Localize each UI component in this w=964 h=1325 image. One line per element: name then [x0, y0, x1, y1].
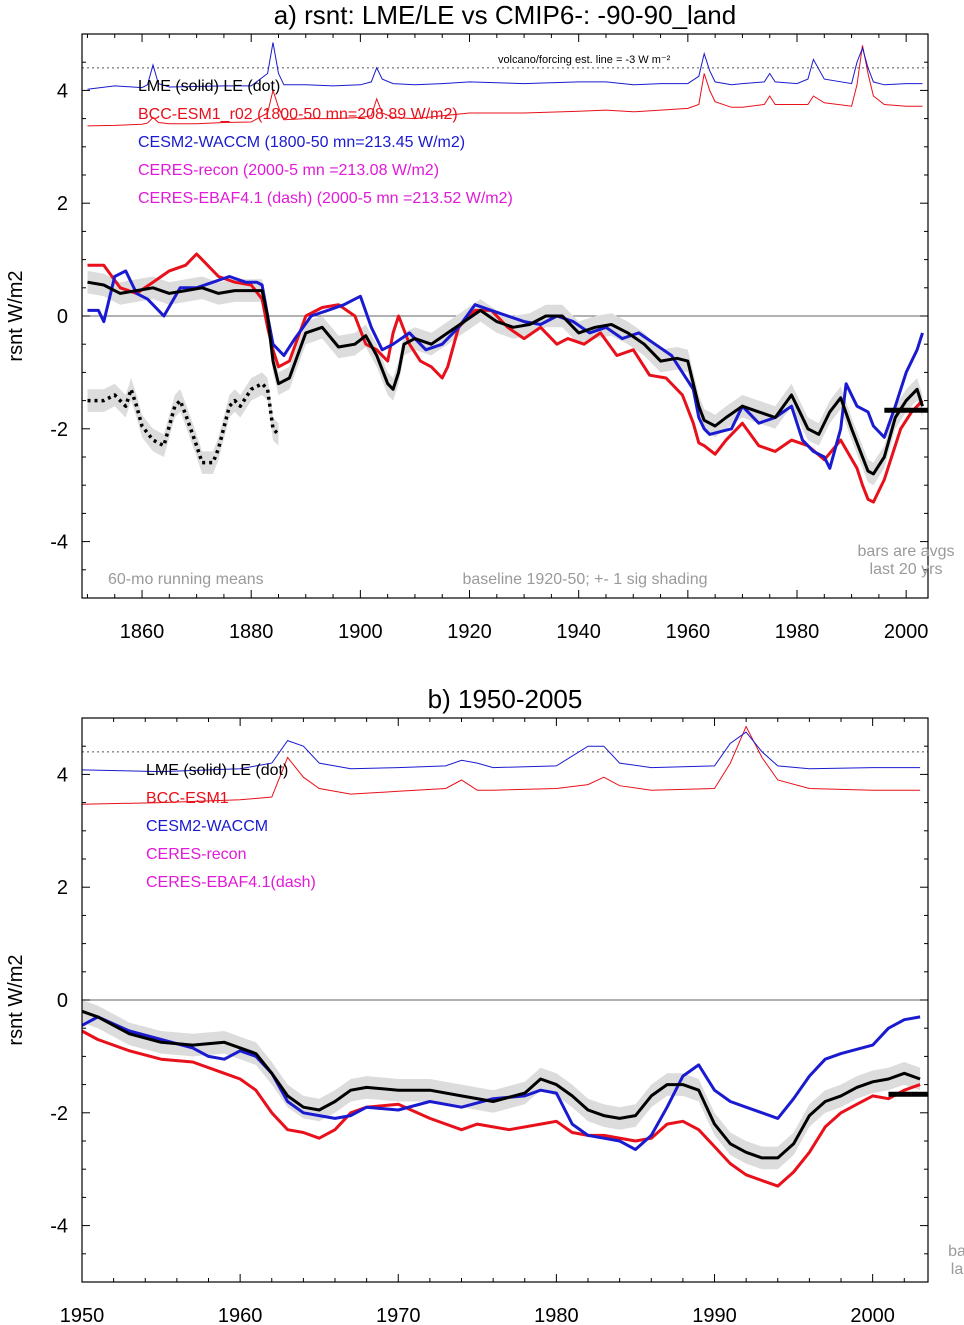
legend-entry: CERES-recon	[146, 846, 246, 863]
series-line-lme	[87, 280, 924, 476]
y-tick-label: 0	[57, 990, 68, 1012]
series-line-lme	[81, 1009, 921, 1160]
legend-entry: CERES-EBAF4.1(dash)	[146, 874, 316, 891]
legend-entry: CESM2-WACCM	[146, 818, 268, 835]
legend-entry: LME (solid) LE (dot)	[146, 762, 288, 779]
legend-entry: BCC-ESM1	[146, 790, 229, 807]
series-line-le	[87, 381, 280, 465]
x-tick-label: 1900	[338, 621, 383, 643]
x-tick-label: 1880	[229, 621, 274, 643]
forcing-trace-bcc-esm1	[81, 725, 921, 805]
y-axis-label: rsnt W/m2	[5, 954, 27, 1045]
series-line-cesm2-waccm	[81, 1015, 921, 1151]
x-tick-label: 1960	[218, 1305, 263, 1325]
x-tick-label: 1950	[60, 1305, 105, 1325]
y-tick-label: -4	[50, 1216, 68, 1238]
running-mean-note: 60-mo running means	[108, 571, 264, 588]
y-tick-label: -2	[50, 1103, 68, 1125]
series-line-cesm2-waccm	[87, 269, 924, 470]
x-tick-label: 1980	[775, 621, 820, 643]
y-tick-label: -2	[50, 419, 68, 441]
shading-lme	[82, 1000, 921, 1170]
legend-entry: LME (solid) LE (dot)	[138, 78, 280, 95]
y-tick-label: 2	[57, 193, 68, 215]
legend-entry: CESM2-WACCM (1800-50 mn=213.45 W/m2)	[138, 134, 465, 151]
y-tick-label: 4	[57, 80, 68, 102]
shading-lme	[87, 270, 923, 486]
x-tick-label: 1860	[120, 621, 165, 643]
baseline-note: baseline 1920-50; +- 1 sig shading	[462, 571, 707, 588]
y-axis-label: rsnt W/m2	[5, 270, 27, 361]
panel-a: a) rsnt: LME/LE vs CMIP6-: -90-90_landrs…	[5, 0, 954, 643]
x-tick-label: 1980	[534, 1305, 579, 1325]
x-tick-label: 1970	[376, 1305, 421, 1325]
legend-entry: BCC-ESM1_r02 (1800-50 mn=208.89 W/m2)	[138, 106, 458, 123]
volcano-note: volcano/forcing est. line = -3 W m⁻²	[498, 54, 671, 66]
bars-note: bars are avgs	[858, 543, 955, 560]
bars-note: ba	[948, 1243, 964, 1260]
x-tick-label: 2000	[884, 621, 929, 643]
y-tick-label: 4	[57, 764, 68, 786]
legend-entry: CERES-EBAF4.1 (dash) (2000-5 mn =213.52 …	[138, 190, 513, 207]
legend-entry: CERES-recon (2000-5 mn =213.08 W/m2)	[138, 162, 439, 179]
forcing-trace-cesm2-waccm	[87, 42, 923, 90]
y-tick-label: -4	[50, 532, 68, 554]
x-tick-label: 1920	[447, 621, 492, 643]
series-line-bcc-esm1	[81, 1029, 921, 1188]
x-tick-label: 1960	[666, 621, 711, 643]
chart-title: a) rsnt: LME/LE vs CMIP6-: -90-90_land	[274, 0, 736, 30]
bars-note: last 20 yrs	[870, 561, 943, 578]
bars-note: la	[951, 1261, 964, 1278]
forcing-trace-cesm2-waccm	[81, 731, 921, 773]
chart-title: b) 1950-2005	[428, 684, 583, 714]
x-tick-label: 1990	[692, 1305, 737, 1325]
y-tick-label: 0	[57, 306, 68, 328]
series-line-bcc-esm1	[87, 252, 924, 504]
x-tick-label: 1940	[556, 621, 601, 643]
x-tick-label: 2000	[850, 1305, 895, 1325]
shading-le	[87, 372, 279, 474]
forcing-trace-bcc-esm1	[87, 45, 923, 127]
panel-b: b) 1950-2005 rsnt W/m2 -4 -2 0 2 4 1950 1960 1970…	[5, 684, 964, 1325]
y-tick-label: 2	[57, 877, 68, 899]
